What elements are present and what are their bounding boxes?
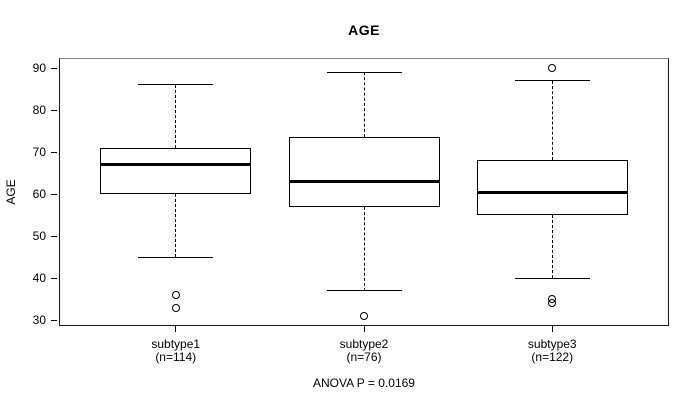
y-tick-label: 90 bbox=[32, 61, 46, 76]
outlier-point bbox=[171, 303, 180, 312]
upper-whisker-cap bbox=[514, 80, 590, 82]
outlier-point bbox=[171, 290, 180, 299]
chart-title: AGE bbox=[348, 22, 380, 38]
upper-whisker bbox=[551, 80, 553, 161]
lower-whisker-cap bbox=[138, 256, 214, 258]
y-tick bbox=[51, 109, 57, 111]
y-tick bbox=[51, 319, 57, 321]
upper-whisker bbox=[175, 84, 177, 148]
y-tick-label: 30 bbox=[32, 313, 46, 328]
group-label: subtype3 (n=122) bbox=[487, 338, 617, 364]
median-line bbox=[288, 179, 440, 183]
group-n-label: (n=76) bbox=[346, 350, 382, 364]
lower-whisker bbox=[551, 215, 553, 279]
upper-whisker-cap bbox=[326, 71, 402, 73]
y-tick-label: 70 bbox=[32, 145, 46, 160]
y-tick bbox=[51, 277, 57, 279]
y-tick bbox=[51, 151, 57, 153]
outlier-point bbox=[548, 299, 557, 308]
x-tick bbox=[551, 326, 553, 332]
group-label: subtype2 (n=76) bbox=[299, 338, 429, 364]
group-label: subtype1 (n=114) bbox=[111, 338, 241, 364]
median-line bbox=[476, 190, 628, 194]
group-name: subtype1 bbox=[151, 337, 201, 351]
lower-whisker-cap bbox=[514, 277, 590, 279]
y-tick bbox=[51, 235, 57, 237]
y-tick bbox=[51, 193, 57, 195]
group-name: subtype2 bbox=[339, 337, 389, 351]
iqr-box bbox=[100, 147, 252, 195]
y-tick bbox=[51, 67, 57, 69]
x-tick bbox=[175, 326, 177, 332]
group-n-label: (n=114) bbox=[155, 350, 197, 364]
outlier-point bbox=[548, 64, 557, 73]
lower-whisker bbox=[363, 206, 365, 291]
outlier-point bbox=[360, 311, 368, 320]
y-tick-label: 40 bbox=[32, 271, 46, 286]
lower-whisker bbox=[175, 194, 177, 258]
y-tick-label: 60 bbox=[32, 187, 46, 202]
upper-whisker bbox=[363, 72, 365, 138]
lower-whisker-cap bbox=[326, 290, 402, 292]
iqr-box bbox=[288, 137, 440, 207]
upper-whisker-cap bbox=[138, 84, 214, 86]
x-tick bbox=[363, 326, 365, 332]
y-tick-label: 80 bbox=[32, 103, 46, 118]
median-line bbox=[100, 163, 252, 167]
group-n-label: (n=122) bbox=[531, 350, 574, 364]
y-tick-label: 50 bbox=[32, 229, 46, 244]
group-name: subtype3 bbox=[527, 337, 577, 351]
iqr-box bbox=[476, 160, 628, 216]
anova-annotation: ANOVA P = 0.0169 bbox=[313, 376, 415, 390]
